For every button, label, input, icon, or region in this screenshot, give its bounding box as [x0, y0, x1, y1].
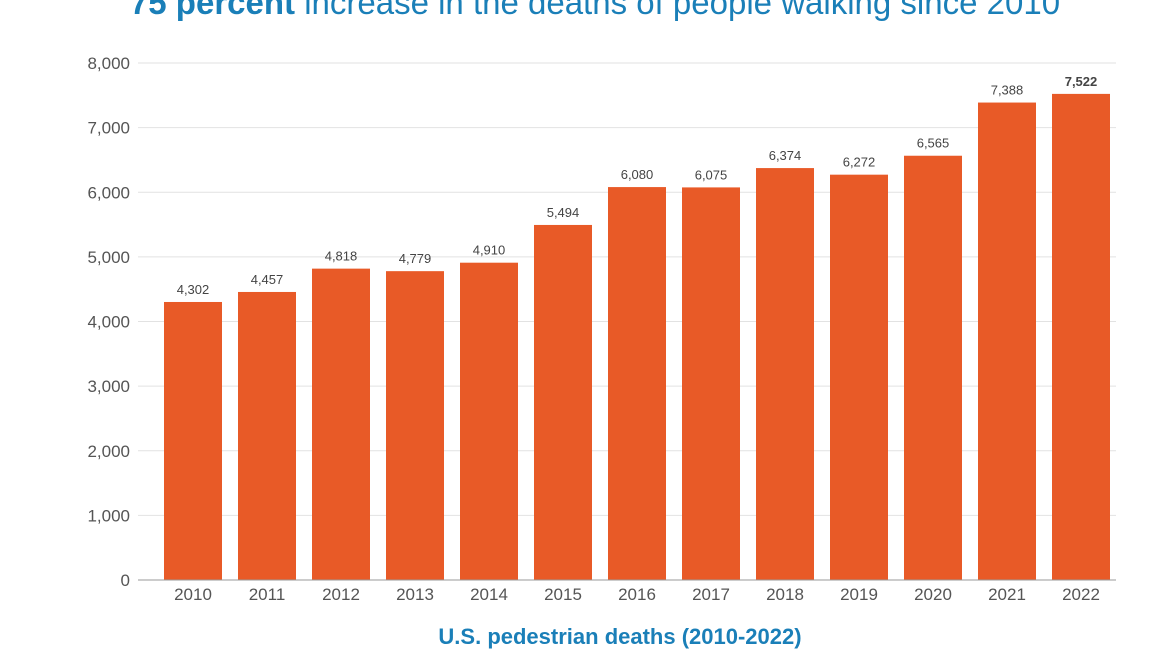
data-label: 4,779	[399, 251, 432, 266]
bar-2010	[164, 301, 222, 580]
x-tick-label: 2021	[988, 585, 1026, 604]
y-tick-label: 6,000	[87, 183, 130, 202]
x-tick-label: 2016	[618, 585, 656, 604]
x-tick-label: 2014	[470, 585, 508, 604]
y-tick-label: 8,000	[87, 54, 130, 73]
x-tick-label: 2010	[174, 585, 212, 604]
data-label: 6,272	[843, 155, 876, 170]
bar-2022	[1052, 93, 1110, 580]
bar-2012	[312, 268, 370, 580]
x-tick-label: 2020	[914, 585, 952, 604]
x-tick-label: 2017	[692, 585, 730, 604]
y-tick-label: 7,000	[87, 119, 130, 138]
y-tick-label: 3,000	[87, 377, 130, 396]
x-tick-label: 2019	[840, 585, 878, 604]
data-label: 6,075	[695, 167, 728, 182]
bar-2014	[460, 262, 518, 580]
x-tick-label: 2015	[544, 585, 582, 604]
data-label: 4,457	[251, 272, 284, 287]
y-tick-label: 4,000	[87, 313, 130, 332]
bar-2015	[534, 224, 592, 580]
bar-2021	[978, 102, 1036, 580]
bar-2019	[830, 174, 888, 580]
x-tick-label: 2012	[322, 585, 360, 604]
bar-2017	[682, 187, 740, 580]
data-label: 4,910	[473, 243, 506, 258]
bar-2020	[904, 155, 962, 580]
x-tick-label: 2018	[766, 585, 804, 604]
data-label: 4,818	[325, 249, 358, 264]
bar-2018	[756, 168, 814, 580]
x-tick-label: 2011	[249, 585, 286, 604]
data-label: 6,565	[917, 136, 950, 151]
chart-title-bold: 75 percent	[129, 0, 296, 21]
data-label: 6,374	[769, 148, 802, 163]
x-tick-label: 2022	[1062, 585, 1100, 604]
bar-2011	[238, 291, 296, 580]
data-label: 7,388	[991, 83, 1024, 98]
data-label: 4,302	[177, 282, 210, 297]
y-tick-label: 0	[121, 571, 130, 590]
y-tick-label: 1,000	[87, 506, 130, 525]
x-tick-label: 2013	[396, 585, 434, 604]
bar-2013	[386, 271, 444, 580]
y-tick-label: 2,000	[87, 442, 130, 461]
chart-title-rest: increase in the deaths of people walking…	[295, 0, 1061, 21]
chart-subtitle: U.S. pedestrian deaths (2010-2022)	[438, 624, 802, 649]
data-label: 5,494	[547, 205, 580, 220]
y-tick-label: 5,000	[87, 248, 130, 267]
chart-title: 75 percent increase in the deaths of peo…	[0, 0, 1170, 22]
bar-2016	[608, 187, 666, 580]
data-label: 6,080	[621, 167, 654, 182]
data-label: 7,522	[1065, 74, 1098, 89]
